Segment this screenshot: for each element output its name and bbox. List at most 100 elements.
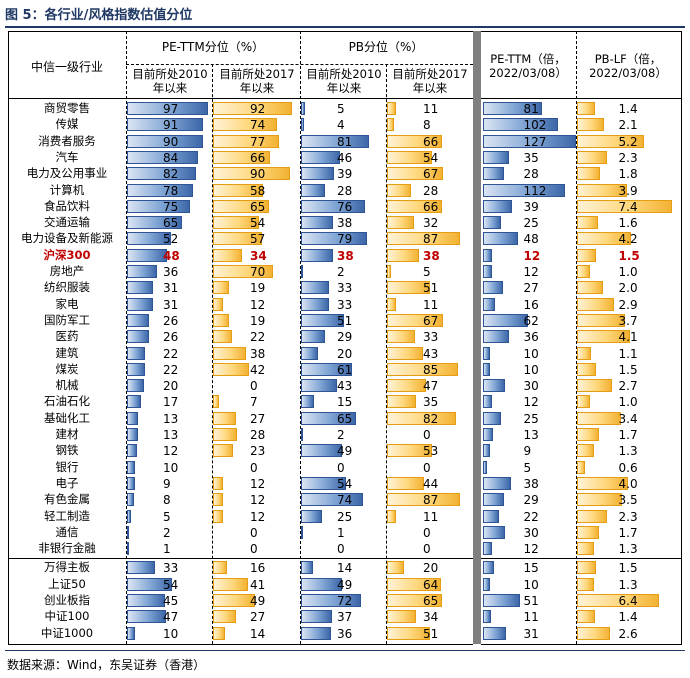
pb-2010-bar (301, 281, 329, 295)
pe-ttm-bar (483, 297, 495, 311)
table-left-border (8, 31, 9, 644)
pe-2017-cell: 70 (213, 265, 299, 279)
pb-2010-bar (301, 594, 361, 607)
pb-lf-bar (577, 493, 622, 507)
pe-2017-bar (213, 610, 236, 624)
pe-ttm-value: 62 (523, 313, 539, 328)
pe-ttm-value: 12 (523, 248, 541, 263)
pb-2010-value: 72 (337, 594, 353, 608)
pb-2010-cell: 0 (301, 542, 385, 556)
pe-ttm-value: 102 (523, 118, 547, 133)
pe-2010-value: 1 (163, 542, 171, 557)
pe-2017-bar (213, 199, 269, 213)
pb-2017-value: 20 (423, 561, 439, 576)
pb-2017-cell: 34 (387, 610, 471, 624)
pe-2017-bar (213, 248, 242, 262)
pe-2010-bar (127, 577, 172, 591)
pb-2017-value: 33 (423, 330, 439, 345)
pe-2017-cell: 74 (213, 118, 299, 132)
pe-2010-cell: 52 (127, 232, 211, 246)
pb-2017-value: 43 (423, 346, 439, 361)
pb-2010-cell: 25 (301, 509, 385, 524)
pe-2010-bar (127, 460, 135, 474)
pb-2010-value: 74 (337, 493, 353, 508)
pb-lf-bar (577, 509, 607, 523)
pe-2017-value: 90 (250, 167, 266, 182)
pb-lf-value: 7.4 (618, 199, 638, 214)
row-label: 传媒 (55, 117, 79, 132)
pb-2017-value: 66 (423, 199, 439, 214)
pe-ttm-cell: 9 (483, 444, 576, 458)
pe-2017-bar (213, 134, 279, 148)
pb-2017-cell: 87 (387, 232, 471, 246)
pe-2010-value: 26 (163, 313, 179, 328)
pe-2010-cell: 22 (127, 362, 211, 377)
pe-2017-bar (213, 183, 263, 197)
pe-2017-bar (213, 428, 237, 441)
pb-2017-cell: 32 (387, 216, 471, 230)
pe-2017-bar (213, 626, 225, 640)
pb-2017-bar (387, 395, 416, 409)
pe-2017-bar (213, 281, 229, 295)
pb-lf-cell: 3.9 (577, 183, 672, 198)
pb-2017-bar (387, 167, 443, 181)
pb-2010-value: 54 (337, 476, 353, 491)
pb-2010-bar (301, 379, 337, 393)
pb-lf-cell: 2.7 (577, 379, 672, 393)
pb-2010-bar (301, 411, 356, 425)
pb-2017-cell: 51 (387, 281, 471, 295)
pe-2017-bar (213, 346, 246, 360)
pe-2010-value: 2 (163, 525, 171, 540)
pb-2010-cell: 37 (301, 610, 385, 624)
pe-2017-cell: 12 (213, 493, 299, 507)
pb-2010-cell: 72 (301, 594, 385, 608)
table-bottom-line (8, 643, 473, 645)
pb-2010-value: 20 (337, 346, 353, 361)
pe-2010-value: 90 (163, 134, 179, 149)
pb-lf-cell: 0.6 (577, 460, 672, 475)
pb-2010-value: 15 (337, 395, 353, 410)
pb-2017-value: 51 (423, 626, 439, 641)
pe-2017-value: 34 (250, 248, 267, 263)
pe-2010-cell: 12 (127, 444, 211, 458)
pe-ttm-value: 9 (523, 444, 532, 459)
pe-ttm-value: 10 (523, 346, 539, 361)
pe-2010-value: 5 (163, 509, 171, 524)
row-label: 轻工制造 (44, 508, 90, 523)
pe-2017-cell: 28 (213, 428, 299, 442)
col-divider (212, 64, 213, 644)
pe-2017-bar (213, 509, 223, 523)
pe-2010-bar (127, 313, 149, 327)
pb-2010-cell: 43 (301, 379, 385, 393)
pb-lf-value: 1.8 (618, 167, 638, 182)
pb-2010-bar (301, 167, 334, 181)
pe-ttm-bar (483, 594, 520, 607)
pb-2010-value: 43 (337, 379, 353, 394)
pe-ttm-cell: 38 (483, 476, 576, 491)
row-label: 电力设备及新能源 (21, 231, 113, 246)
pb-lf-bar (577, 346, 591, 360)
pb-2017-bar (387, 281, 430, 295)
pe-2010-bar (127, 594, 165, 607)
pe-ttm-value: 28 (523, 167, 539, 182)
pb-lf-bar (577, 411, 621, 425)
pe-2017-value: 19 (250, 313, 266, 328)
pb-lf-cell: 6.4 (577, 594, 672, 608)
pe-ttm-value: 10 (523, 577, 539, 592)
pe-ttm-bar (483, 102, 542, 115)
pe-ttm-header: PE-TTM（倍，2022/03/08） (489, 52, 567, 80)
pb-lf-bar (577, 199, 672, 213)
pb-lf-value: 0.6 (618, 460, 638, 475)
pe-ttm-value: 27 (523, 281, 539, 296)
pe-2010-cell: 45 (127, 594, 211, 608)
pe-2017-cell: 22 (213, 330, 299, 344)
pb-lf-value: 1.0 (618, 395, 638, 410)
row-label: 家电 (55, 296, 79, 311)
pb-2017-value: 11 (423, 102, 439, 116)
pe-2010-value: 22 (163, 346, 179, 361)
pb-2017-value: 67 (423, 167, 439, 182)
pe-2017-cell: 14 (213, 626, 299, 641)
pb-2010-bar (301, 428, 303, 441)
sub-header-line (126, 64, 473, 65)
pb-lf-cell: 1.0 (577, 395, 672, 409)
